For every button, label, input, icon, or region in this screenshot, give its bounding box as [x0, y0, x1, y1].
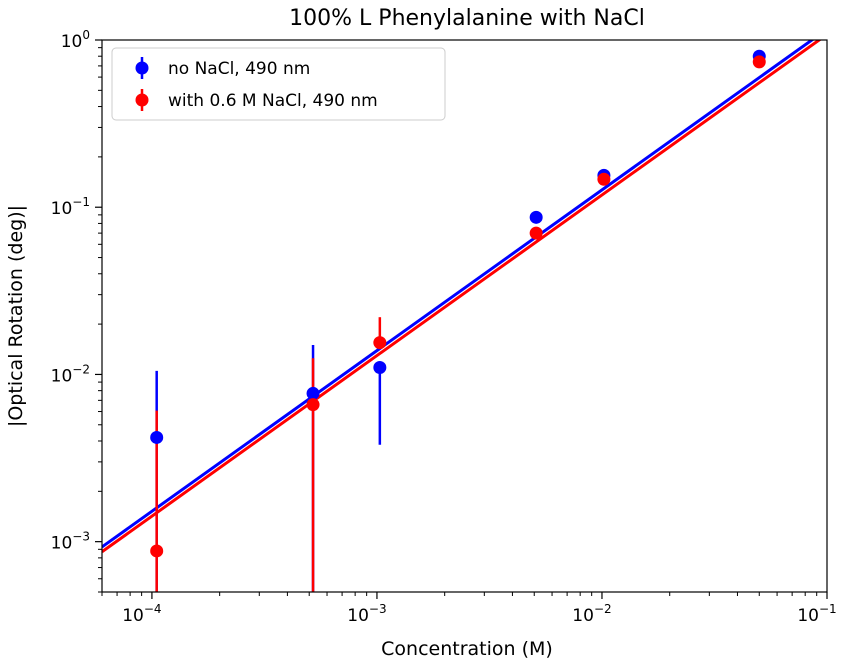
- y-axis-title: |Optical Rotation (deg)|: [5, 205, 27, 427]
- legend-label-2: with 0.6 M NaCl, 490 nm: [168, 91, 378, 111]
- x-tick-label-base: 10: [122, 606, 144, 626]
- y-tick-label-exponent: 0: [82, 28, 90, 42]
- y-tick-label-base: 10: [51, 366, 73, 386]
- y-tick-label-exponent: −1: [72, 195, 90, 209]
- legend-label-1: no NaCl, 490 nm: [168, 59, 310, 79]
- data-point-series-2: [306, 398, 320, 412]
- legend-box: [111, 47, 446, 121]
- x-tick-label-exponent: −2: [594, 602, 612, 616]
- y-tick-label-base: 10: [51, 534, 73, 554]
- chart-title: 100% L Phenylalanine with NaCl: [289, 6, 645, 31]
- y-tick-label: 100: [61, 28, 90, 52]
- y-tick-label: 10−1: [51, 195, 90, 219]
- data-point-series-2: [373, 336, 387, 350]
- x-tick-label-exponent: −1: [819, 602, 837, 616]
- x-tick-label: 10−1: [797, 602, 836, 626]
- x-tick-label-base: 10: [572, 606, 594, 626]
- data-point-series-2: [529, 226, 543, 240]
- y-tick-label-base: 10: [51, 199, 73, 219]
- data-point-series-1: [529, 210, 543, 224]
- x-tick-label-exponent: −3: [369, 602, 387, 616]
- data-point-series-1: [306, 386, 320, 400]
- legend-swatch-marker-1: [135, 61, 149, 75]
- fit-line-series-2: [102, 40, 822, 553]
- data-point-series-2: [597, 172, 611, 186]
- y-tick-label-base: 10: [61, 32, 83, 52]
- x-tick-label-base: 10: [347, 606, 369, 626]
- plot-frame: [101, 39, 828, 593]
- legend: no NaCl, 490 nm with 0.6 M NaCl, 490 nm: [111, 47, 446, 121]
- y-tick-label-exponent: −3: [72, 530, 90, 544]
- plot-inner: [102, 40, 822, 592]
- x-tick-label-base: 10: [797, 606, 819, 626]
- data-point-series-2: [752, 55, 766, 69]
- x-tick-label: 10−3: [347, 602, 386, 626]
- x-tick-label: 10−2: [572, 602, 611, 626]
- x-axis-title: Concentration (M): [381, 638, 553, 660]
- fit-line-series-1: [102, 40, 815, 549]
- legend-swatch-marker-2: [135, 93, 149, 107]
- x-tick-label: 10−4: [122, 602, 161, 626]
- plot-area: [101, 39, 828, 593]
- y-tick-label-exponent: −2: [72, 362, 90, 376]
- data-point-series-1: [150, 430, 164, 444]
- y-tick-label: 10−2: [51, 362, 90, 386]
- y-tick-label: 10−3: [51, 530, 90, 554]
- data-point-series-1: [373, 361, 387, 375]
- x-tick-label-exponent: −4: [144, 602, 162, 616]
- data-point-series-2: [150, 544, 164, 558]
